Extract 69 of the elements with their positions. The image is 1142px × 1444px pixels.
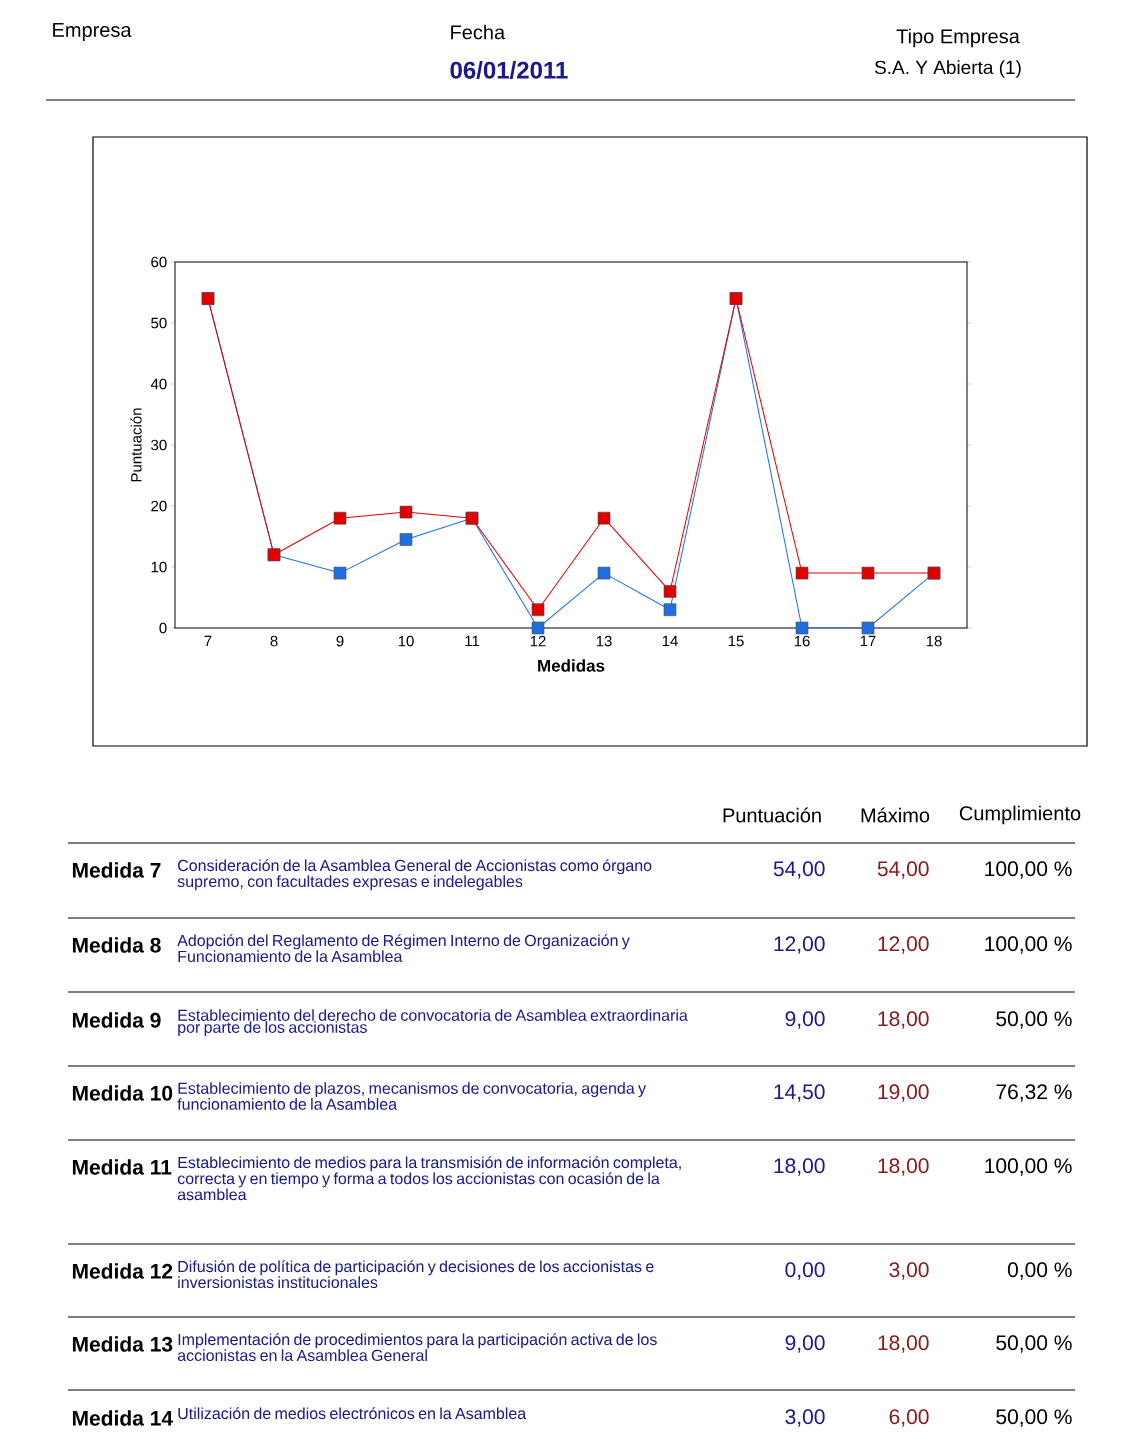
y-axis-title: Puntuación bbox=[130, 408, 142, 482]
text: Medida 14 bbox=[72, 1410, 173, 1426]
text: 18,00 bbox=[774, 1158, 825, 1176]
text: Establecimiento de medios para la transmisión de información completa, correcta y en tiempo y forma a todos los accionistas con ocasión de la asamblea bbox=[177, 1156, 681, 1201]
text: S.A. Y Abierta (1) bbox=[874, 60, 1021, 78]
text: Medida 8 bbox=[72, 937, 161, 953]
text: 50,00 % bbox=[996, 1011, 1072, 1029]
y-tick-label: 30 bbox=[151, 439, 167, 451]
text: 0,00 % bbox=[1007, 1262, 1072, 1280]
text: Empresa bbox=[53, 23, 132, 41]
text: Medida 10 bbox=[72, 1085, 173, 1101]
text: 3,00 bbox=[889, 1262, 929, 1280]
text: Medida 7 bbox=[72, 862, 161, 878]
y-tick-label: 40 bbox=[150, 378, 167, 390]
text: 54,00 bbox=[877, 861, 929, 879]
x-tick-label: 17 bbox=[860, 635, 876, 647]
text: 76,32 % bbox=[996, 1084, 1072, 1102]
text: 12,00 bbox=[878, 936, 929, 954]
text: Medida 11 bbox=[72, 1159, 172, 1175]
y-tick-label: 0 bbox=[159, 622, 167, 634]
text: Establecimiento de plazos, mecanismos de convocatoria, agenda y funcionamiento de la Asamblea bbox=[177, 1082, 647, 1110]
text: Medida 12 bbox=[72, 1263, 173, 1279]
text: Difusión de política de participación y decisiones de los accionistas e inversionistas institucionales bbox=[178, 1260, 654, 1289]
text: 50,00 % bbox=[996, 1409, 1072, 1427]
y-tick-label: 60 bbox=[151, 256, 167, 268]
text: 100,00 % bbox=[985, 1158, 1072, 1176]
text: Utilización de medios electrónicos en la Asamblea bbox=[178, 1407, 527, 1420]
x-axis-title: Medidas bbox=[538, 659, 605, 672]
y-tick-label: 50 bbox=[151, 317, 167, 329]
text: Cumplimiento bbox=[959, 805, 1081, 825]
text: 6,00 bbox=[889, 1409, 929, 1427]
text: 9,00 bbox=[785, 1335, 825, 1353]
text: Adopción del Reglamento de Régimen Interno de Organización y Funcionamiento de la Asamblea bbox=[177, 934, 630, 963]
text: 18,00 bbox=[878, 1335, 929, 1353]
y-tick-label: 20 bbox=[151, 500, 167, 512]
text: Establecimiento del derecho de convocatoria de Asamblea extraordinaria por parte de los accionistas bbox=[178, 1009, 688, 1037]
text: Consideración de la Asamblea General de Accionistas como órgano supremo, con facultades expresas e indelegables bbox=[177, 859, 652, 891]
y-tick-label: 10 bbox=[151, 561, 167, 573]
x-tick-label: 15 bbox=[728, 635, 744, 647]
x-tick-label: 7 bbox=[204, 635, 212, 647]
x-tick-label: 11 bbox=[465, 635, 480, 647]
text: 50,00 % bbox=[996, 1335, 1072, 1353]
text: Implementación de procedimientos para la participación activa de los accionistas en la Asamblea General bbox=[177, 1333, 657, 1362]
text: 54,00 bbox=[773, 861, 825, 879]
text: 0,00 bbox=[785, 1262, 825, 1280]
x-tick-label: 10 bbox=[398, 635, 414, 647]
text: 100,00 % bbox=[985, 861, 1072, 879]
text: 06/01/2011 bbox=[450, 61, 568, 79]
x-tick-label: 8 bbox=[270, 635, 278, 647]
x-tick-label: 16 bbox=[794, 635, 810, 647]
text: Medida 9 bbox=[72, 1012, 161, 1028]
text: 3,00 bbox=[785, 1409, 825, 1427]
x-tick-label: 12 bbox=[530, 635, 546, 647]
x-tick-label: 14 bbox=[662, 635, 678, 647]
text: 12,00 bbox=[774, 936, 825, 954]
text: Medida 13 bbox=[72, 1336, 173, 1352]
text: Puntuación bbox=[723, 807, 821, 823]
text: 9,00 bbox=[785, 1011, 825, 1029]
text: 100,00 % bbox=[985, 936, 1072, 954]
text: 18,00 bbox=[878, 1158, 929, 1176]
text: Tipo Empresa bbox=[896, 28, 1020, 48]
x-tick-label: 18 bbox=[926, 635, 942, 647]
x-tick-label: 9 bbox=[336, 635, 344, 647]
text: 19,00 bbox=[878, 1084, 929, 1102]
text: 14,50 bbox=[774, 1084, 825, 1102]
text: Máximo bbox=[861, 807, 930, 823]
text: 18,00 bbox=[878, 1011, 929, 1029]
text: Fecha bbox=[451, 24, 506, 40]
x-tick-label: 13 bbox=[596, 635, 612, 647]
